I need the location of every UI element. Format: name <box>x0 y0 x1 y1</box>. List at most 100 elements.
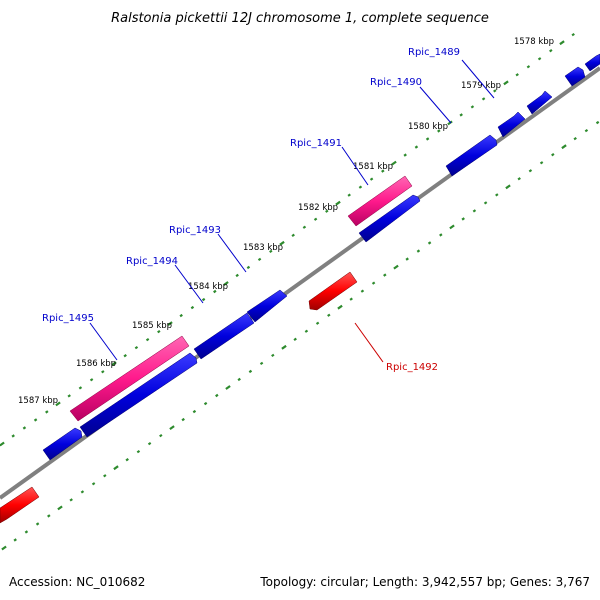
scale-tick <box>181 417 185 422</box>
accession-text: Accession: NC_010682 <box>9 575 145 589</box>
scale-tick <box>347 193 351 197</box>
scale-tick <box>13 538 17 542</box>
scale-tick <box>279 240 285 246</box>
gene-arrow[interactable] <box>497 111 526 138</box>
scale-tick <box>439 233 443 237</box>
scale-tick <box>304 329 309 333</box>
scale-tick <box>147 441 152 446</box>
scale-tick <box>505 184 511 190</box>
scale-tick <box>134 345 139 350</box>
gene-labels: Rpic_1489 Rpic_1490 Rpic_1491 Rpic_1493 … <box>42 47 460 373</box>
scale-tick <box>89 378 94 382</box>
scale-tick <box>235 273 239 278</box>
gene-arrow[interactable] <box>445 134 498 177</box>
scale-tick <box>213 289 217 294</box>
leader-line <box>461 59 495 99</box>
gene-arrow-reverse[interactable] <box>308 271 358 311</box>
scale-tick <box>302 225 307 229</box>
scale-tick <box>470 105 475 109</box>
position-label-1585: 1585 kbp <box>132 321 172 331</box>
scale-tick <box>349 297 353 301</box>
scale-tick <box>526 65 531 69</box>
scale-tick <box>145 337 150 342</box>
scale-ticks-outer <box>0 32 575 447</box>
scale-tick <box>503 80 509 86</box>
map-title: Ralstonia pickettii 12J chromosome 1, co… <box>111 11 489 26</box>
reverse-genes <box>0 271 358 524</box>
scale-tick <box>335 200 341 206</box>
gene-arrow-highlight[interactable] <box>347 175 413 227</box>
gene-label-rpic-1493[interactable]: Rpic_1493 <box>169 225 221 236</box>
leader-line <box>89 322 118 361</box>
scale-tick <box>281 344 287 350</box>
scale-tick <box>472 209 477 213</box>
scale-tick <box>215 393 219 398</box>
position-label-1580: 1580 kbp <box>408 122 448 132</box>
scale-tick <box>403 153 407 157</box>
gene-arrow-highlight[interactable] <box>69 335 190 422</box>
gene-label-rpic-1490[interactable]: Rpic_1490 <box>370 77 422 88</box>
scale-tick <box>169 425 175 430</box>
scale-tick <box>203 401 208 406</box>
forward-genes <box>42 53 600 461</box>
scale-tick <box>22 426 27 430</box>
gene-label-rpic-1495[interactable]: Rpic_1495 <box>42 313 94 324</box>
scale-tick <box>437 129 441 133</box>
scale-tick <box>381 169 385 173</box>
topology-summary: Topology: circular; Length: 3,942,557 bp… <box>259 575 590 589</box>
scale-tick <box>35 522 40 526</box>
scale-tick <box>257 257 262 262</box>
scale-tick <box>517 177 521 181</box>
scale-tick <box>80 490 85 494</box>
scale-tick <box>481 97 486 101</box>
scale-tick <box>136 449 141 454</box>
gene-arrow[interactable] <box>193 312 255 360</box>
scale-tick <box>179 313 183 318</box>
scale-tick <box>528 169 533 173</box>
scale-tick <box>69 498 73 502</box>
gene-label-rpic-1494[interactable]: Rpic_1494 <box>126 256 178 267</box>
scale-tick <box>391 160 397 166</box>
scale-tick <box>447 120 453 126</box>
leader-line <box>341 146 369 186</box>
scale-tick <box>427 241 432 245</box>
scale-tick <box>360 289 365 293</box>
scale-tick <box>78 386 83 390</box>
scale-tick <box>539 161 544 165</box>
scale-tick <box>259 361 264 366</box>
scale-tick <box>0 441 5 447</box>
scale-tick <box>584 128 589 133</box>
position-label-1586: 1586 kbp <box>76 359 116 369</box>
gene-arrow[interactable] <box>79 352 198 438</box>
gene-label-rpic-1491[interactable]: Rpic_1491 <box>290 138 342 149</box>
position-labels: 1578 kbp 1579 kbp 1580 kbp 1581 kbp 1582… <box>18 37 554 406</box>
gene-arrow[interactable] <box>358 194 421 243</box>
leader-line <box>217 233 247 273</box>
scale-tick <box>416 249 421 253</box>
gene-arrow[interactable] <box>564 66 586 87</box>
scale-tick <box>201 297 206 302</box>
scale-tick <box>325 209 329 213</box>
gene-arrow[interactable] <box>42 427 83 461</box>
scale-tick <box>561 144 567 150</box>
scale-tick <box>246 265 251 270</box>
gene-arrow-reverse[interactable] <box>0 486 40 524</box>
scale-tick <box>393 264 399 270</box>
scale-tick <box>369 177 374 181</box>
scale-tick <box>327 313 331 317</box>
scale-tick <box>157 329 161 334</box>
gene-label-rpic-1492[interactable]: Rpic_1492 <box>386 362 438 373</box>
position-label-1583: 1583 kbp <box>243 243 283 253</box>
position-label-1581: 1581 kbp <box>353 162 393 172</box>
scale-tick <box>405 257 409 261</box>
gene-label-rpic-1489[interactable]: Rpic_1489 <box>408 47 460 58</box>
position-label-1587: 1587 kbp <box>18 396 58 406</box>
scale-tick <box>358 185 363 189</box>
gene-arrow[interactable] <box>526 90 553 115</box>
scale-tick <box>571 32 575 37</box>
scale-tick <box>383 273 387 277</box>
gene-arrow[interactable] <box>246 289 288 323</box>
scale-tick <box>223 281 229 286</box>
gene-arrow[interactable] <box>584 53 600 72</box>
scale-tick <box>425 137 430 141</box>
